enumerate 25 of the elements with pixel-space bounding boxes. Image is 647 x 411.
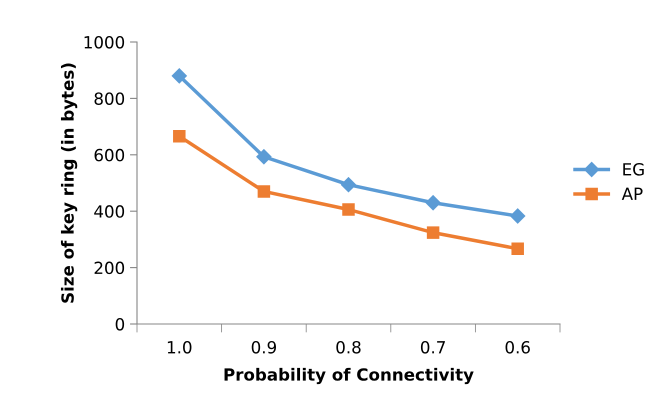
point (256, 149, 272, 164)
x-tick-label: 0.7 (420, 340, 445, 354)
y-tick-label: 1000 (84, 36, 124, 49)
y-tick-label: 600 (94, 148, 124, 162)
y-tick-label: 200 (94, 262, 124, 274)
legend-label: EG (623, 162, 644, 176)
point (258, 185, 270, 198)
point (426, 226, 440, 239)
point (342, 203, 355, 216)
point (173, 130, 186, 142)
legend-label: AP (622, 188, 643, 200)
x-axis-title: Probability of Connectivity (224, 368, 474, 384)
point (172, 68, 187, 84)
x-tick-label: 0.9 (252, 340, 276, 354)
point (426, 195, 441, 210)
x-tick-label: 1.0 (168, 340, 192, 354)
x-tick-label: 0.6 (506, 340, 530, 354)
y-tick-label: 400 (94, 205, 124, 218)
y-axis-title: Size of key ring (in bytes) (60, 64, 78, 303)
y-tick-label: 800 (94, 92, 124, 105)
point (340, 177, 356, 192)
point (511, 242, 524, 255)
x-tick-label: 0.8 (336, 340, 361, 354)
point (510, 208, 526, 224)
y-tick-label: 0 (116, 318, 124, 331)
